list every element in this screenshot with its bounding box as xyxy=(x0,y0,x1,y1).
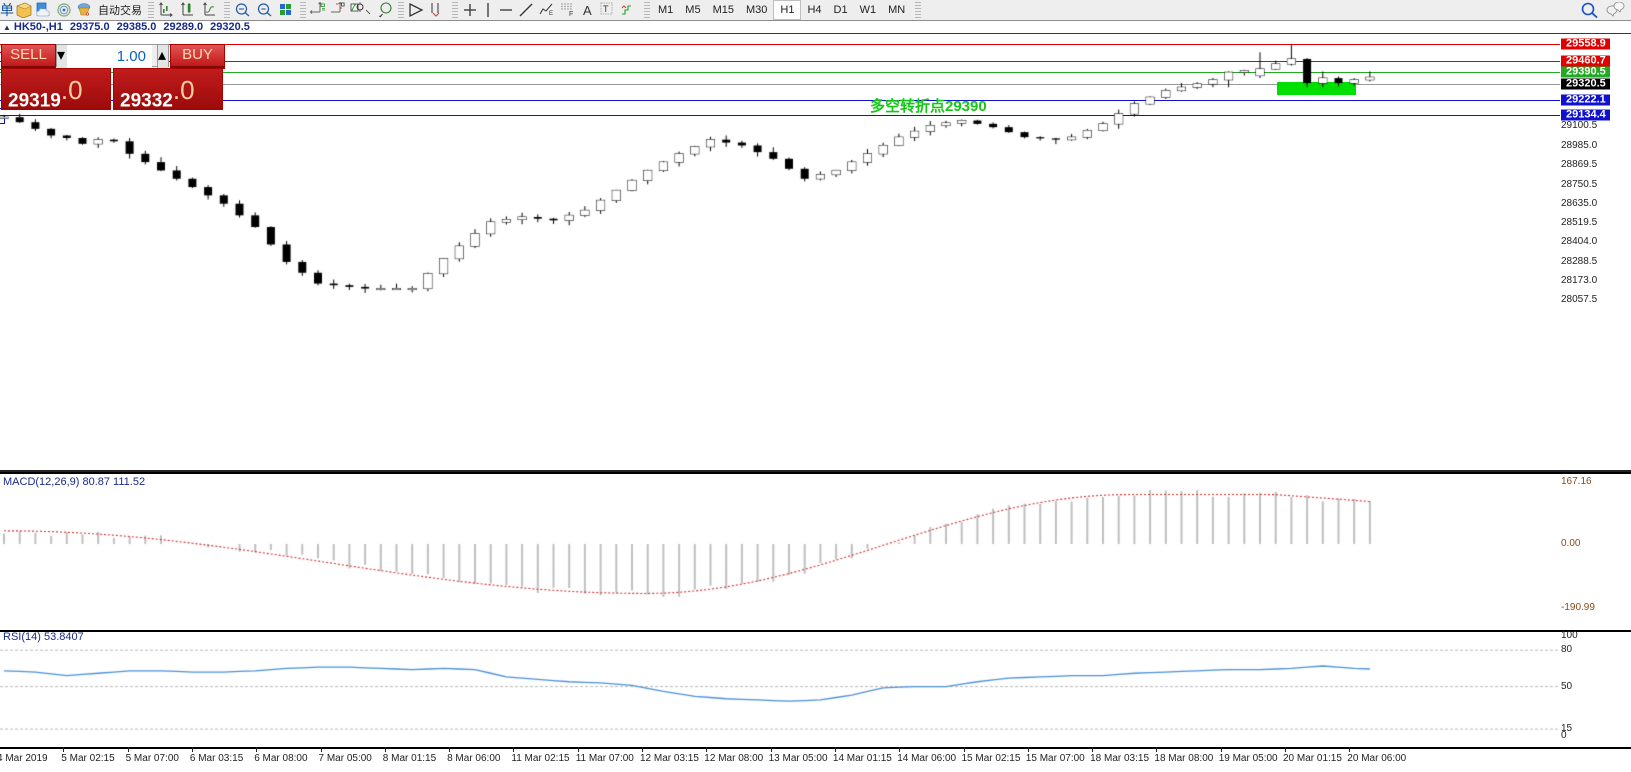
svg-text:单: 单 xyxy=(0,2,14,18)
svg-text:F: F xyxy=(569,11,573,18)
svg-text:E: E xyxy=(549,11,553,17)
svg-text:T: T xyxy=(603,4,609,14)
svg-text:A: A xyxy=(583,3,592,18)
